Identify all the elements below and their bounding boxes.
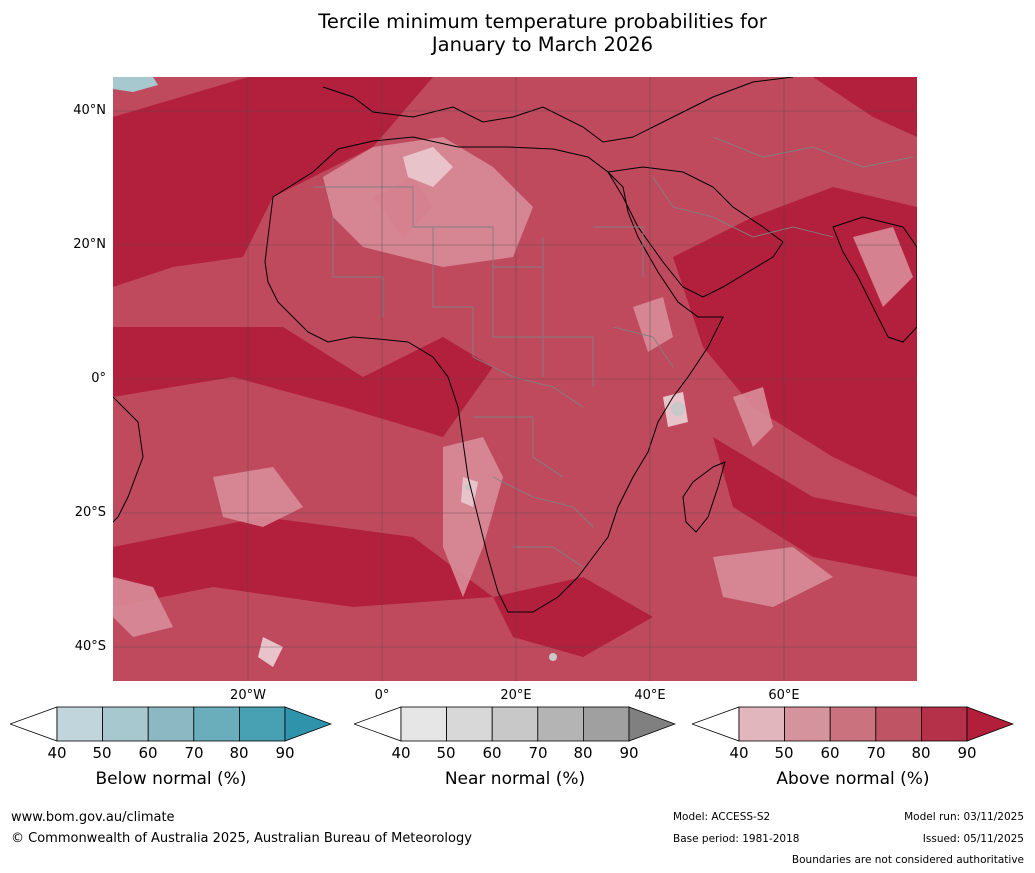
tick: 40 (729, 744, 749, 762)
tick: 40 (391, 744, 411, 762)
tick: 70 (184, 744, 204, 762)
lon-label-60e: 60°E (768, 688, 800, 703)
europe-coast (322, 77, 794, 143)
lat-label-40s: 40°S (74, 639, 106, 654)
coastlines (113, 77, 917, 613)
colorbar-label-below: Below normal (%) (95, 769, 247, 789)
tick: 90 (957, 744, 977, 762)
country-borders (313, 136, 914, 568)
colorbar-segment (238, 706, 286, 742)
colorbar-segment (147, 706, 195, 742)
lat-label-0: 0° (91, 371, 106, 386)
chart-title: Tercile minimum temperature probabilitie… (0, 10, 1035, 56)
lon-label-20w: 20°W (230, 688, 266, 703)
probability-map (113, 77, 917, 681)
colorbar-max-extend (284, 706, 332, 742)
madagascar-coast (682, 461, 726, 533)
tick: 80 (911, 744, 931, 762)
colorbar-max-extend (966, 706, 1014, 742)
africa-coast (264, 136, 724, 613)
tick: 70 (528, 744, 548, 762)
title-line-2: January to March 2026 (431, 33, 654, 56)
title-line-1: Tercile minimum temperature probabilitie… (318, 10, 767, 33)
tick: 70 (866, 744, 886, 762)
lon-label-0: 0° (374, 688, 390, 703)
colorbar-min-extend (692, 706, 740, 742)
lat-label-40n: 40°N (73, 103, 106, 118)
colorbar-segment (491, 706, 539, 742)
lon-label-20e: 20°E (500, 688, 532, 703)
colorbar-max-extend (628, 706, 676, 742)
colorbar-label-near: Near normal (%) (444, 769, 586, 789)
colorbar-segment (537, 706, 584, 742)
colorbar-segment (920, 706, 968, 742)
base-period-text: Base period: 1981-2018 (673, 833, 800, 845)
colorbar-segment (56, 706, 103, 742)
colorbar-min-extend (354, 706, 402, 742)
colorbar-segment (875, 706, 922, 742)
tick: 50 (92, 744, 112, 762)
tick: 60 (482, 744, 502, 762)
model-text: Model: ACCESS-S2 (673, 811, 771, 823)
lat-label-20n: 20°N (73, 237, 106, 252)
colorbar-segment (446, 706, 493, 742)
india-coast (832, 216, 917, 343)
colorbar-segment (738, 706, 785, 742)
tick: 40 (47, 744, 67, 762)
colorbar-segment (102, 706, 149, 742)
lon-label-40e: 40°E (634, 688, 666, 703)
lat-label-20s: 20°S (74, 505, 106, 520)
light-pink-regions (113, 137, 913, 637)
arabia-coast (607, 166, 784, 298)
tick: 90 (619, 744, 639, 762)
tick: 80 (573, 744, 593, 762)
model-run-text: Model run: 03/11/2025 (904, 811, 1024, 823)
colorbar-segment (582, 706, 630, 742)
colorbar-segment (193, 706, 240, 742)
tick: 80 (229, 744, 249, 762)
colorbar-segment (400, 706, 447, 742)
tick: 50 (774, 744, 794, 762)
tick: 50 (436, 744, 456, 762)
south-america-coast (113, 396, 144, 523)
colorbar-near-normal (354, 706, 676, 742)
colorbar-label-above: Above normal (%) (776, 769, 930, 789)
colorbar-segment (784, 706, 831, 742)
colorbar-below-normal (10, 706, 332, 742)
colorbar-above-normal (692, 706, 1014, 742)
tick: 60 (820, 744, 840, 762)
issued-text: Issued: 05/11/2025 (922, 833, 1024, 845)
tick: 90 (275, 744, 295, 762)
near-normal-spots (465, 402, 685, 661)
below-normal-spot (113, 77, 158, 92)
colorbar-segment (829, 706, 877, 742)
tick: 60 (138, 744, 158, 762)
graticule (113, 77, 917, 681)
copyright-text: © Commonwealth of Australia 2025, Austra… (11, 831, 472, 846)
website-link[interactable]: www.bom.gov.au/climate (11, 810, 175, 825)
colorbar-min-extend (10, 706, 58, 742)
disclaimer-text: Boundaries are not considered authoritat… (791, 854, 1024, 866)
